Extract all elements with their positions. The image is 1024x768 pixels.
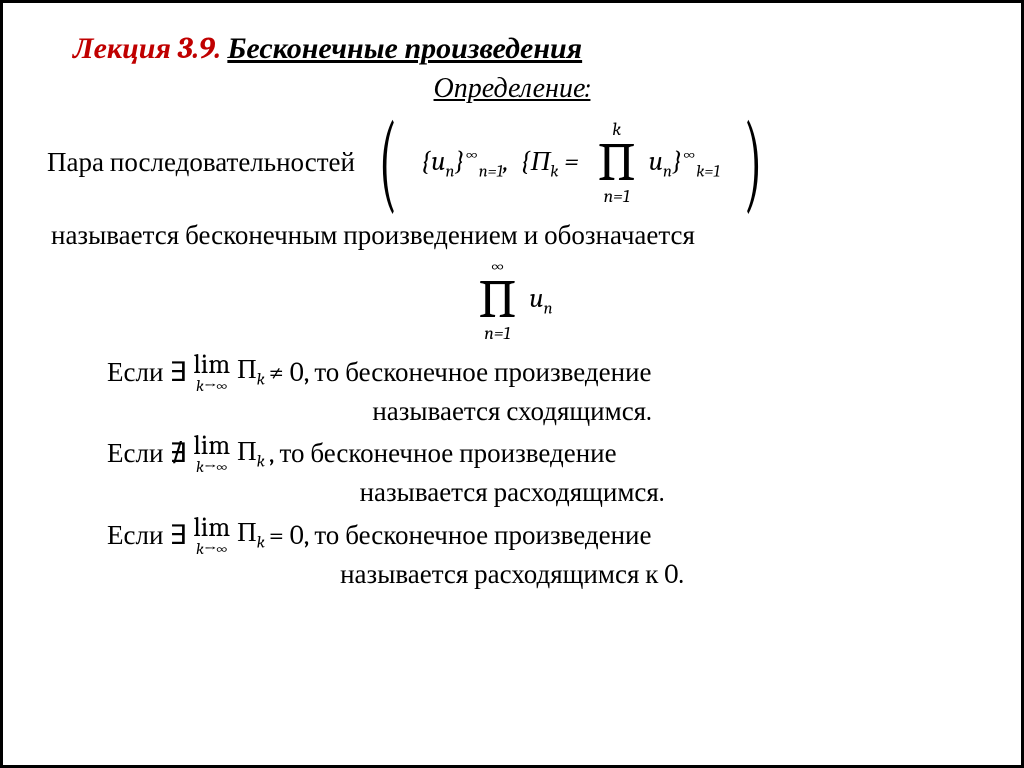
term-u2: u: [529, 283, 543, 314]
term-n2: n: [544, 299, 553, 318]
lim-sub: k→∞: [196, 378, 228, 394]
pi-low: k=1: [696, 162, 720, 181]
product-k: k ∏ n=1 un}∞k=1: [591, 121, 720, 206]
product-icon: ∏: [595, 139, 639, 188]
sequence-pik: {Пk =: [521, 146, 579, 181]
limit-block: lim k→∞: [193, 514, 230, 557]
condition-diverges-zero-row: Если ∃ lim k→∞ Пk = 0, то бесконечное пр…: [107, 514, 977, 557]
cond1-post: ≠ 0, то бесконечное произведение: [269, 357, 652, 388]
cond3-result: называется расходящимся к 0.: [47, 557, 977, 593]
pair-definition-row: Пара последовательностей ( {un}∞n=1, {Пk…: [47, 121, 977, 206]
comma: ,: [503, 146, 509, 177]
cond1-result: называется сходящимся.: [47, 394, 977, 430]
product-inf-block: ∞ ∏ n=1: [475, 258, 519, 343]
cond2-result: называется расходящимся.: [47, 475, 977, 511]
cond2-post: , то бесконечное произведение: [269, 438, 617, 469]
term-u: u: [649, 146, 663, 177]
cond1-pre: Если ∃: [107, 357, 186, 388]
pair-intro-text: Пара последовательностей: [47, 145, 355, 181]
lecture-number: Лекция 3.9.: [73, 31, 221, 66]
prod-term-un2: un: [529, 283, 552, 318]
cond3-post: = 0, то бесконечное произведение: [269, 520, 652, 551]
title-line: Лекция 3.9. Бесконечные произведения: [73, 31, 977, 66]
prod-term-un: un}∞k=1: [649, 146, 720, 181]
condition-diverges-row: Если ∄ lim k→∞ Пk , то бесконечное произ…: [107, 432, 977, 475]
seq-u-sub: n: [445, 162, 454, 181]
pi-k-expr3: Пk: [237, 517, 265, 552]
sequence-un: {un}∞n=1,: [421, 146, 509, 181]
term-n: n: [663, 162, 672, 181]
close-paren-icon: ): [743, 122, 762, 205]
prod-lower-n1: n=1: [604, 188, 630, 206]
lecture-topic: Бесконечные произведения: [227, 31, 582, 66]
product-icon: ∏: [475, 276, 519, 325]
pi-k-expr2: Пk: [237, 436, 265, 471]
brace-open: {: [421, 146, 431, 177]
pi-open: {П: [521, 146, 551, 177]
product-symbol-block: k ∏ n=1: [595, 121, 639, 206]
condition-converges-row: Если ∃ lim k→∞ Пk ≠ 0, то бесконечное пр…: [107, 351, 977, 394]
lim-text: lim: [193, 351, 230, 378]
pi-eq: =: [558, 146, 578, 177]
lim-text2: lim: [193, 432, 230, 459]
brace-close2: }: [672, 146, 682, 177]
cond2-pre: Если ∄: [107, 438, 186, 469]
brace-close: }: [454, 146, 464, 177]
subtitle-definition: Определение:: [47, 72, 977, 105]
pi-k-expr1: Пk: [237, 354, 265, 389]
seq-u: u: [431, 146, 445, 177]
open-paren-icon: (: [378, 122, 397, 205]
cond3-pre: Если ∃: [107, 520, 186, 551]
lim-sub2: k→∞: [196, 459, 228, 475]
seq-u-low: n=1: [479, 162, 503, 181]
lim-text3: lim: [193, 514, 230, 541]
seq-u-sup: ∞: [464, 146, 478, 165]
limit-block: lim k→∞: [193, 432, 230, 475]
limit-block: lim k→∞: [193, 351, 230, 394]
lim-sub3: k→∞: [196, 541, 228, 557]
pi-sup: ∞: [682, 146, 696, 165]
slide-page: Лекция 3.9. Бесконечные произведения Опр…: [3, 3, 1021, 613]
called-line: называется бесконечным произведением и о…: [47, 218, 977, 254]
prod-lower-n1b: n=1: [484, 325, 510, 343]
infinite-product-display: ∞ ∏ n=1 un: [47, 258, 977, 343]
